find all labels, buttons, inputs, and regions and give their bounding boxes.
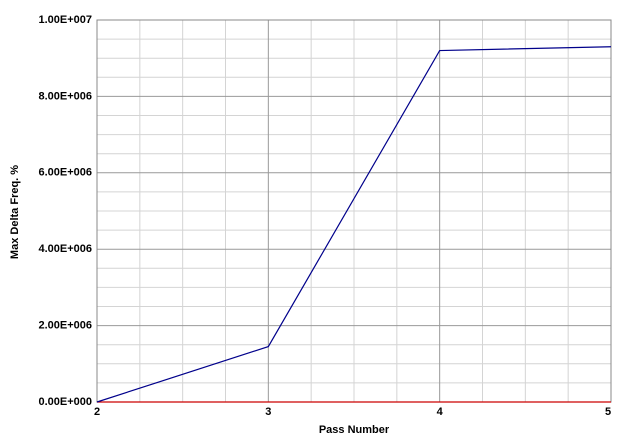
x-axis-label: Pass Number — [319, 424, 390, 436]
y-tick-label: 4.00E+006 — [38, 243, 92, 255]
x-tick-label: 5 — [605, 406, 611, 418]
x-tick-label: 2 — [94, 406, 100, 418]
x-tick-label: 3 — [265, 406, 271, 418]
series-line — [96, 46, 612, 403]
x-tick-label: 4 — [437, 406, 444, 418]
y-tick-label: 6.00E+006 — [38, 167, 92, 179]
y-tick-label: 1.00E+007 — [38, 14, 92, 26]
y-tick-label: 8.00E+006 — [38, 90, 92, 102]
y-tick-label: 0.00E+000 — [38, 396, 92, 408]
y-tick-label: 2.00E+006 — [38, 320, 92, 332]
y-axis-label: Max Delta Freq. % — [9, 165, 21, 259]
